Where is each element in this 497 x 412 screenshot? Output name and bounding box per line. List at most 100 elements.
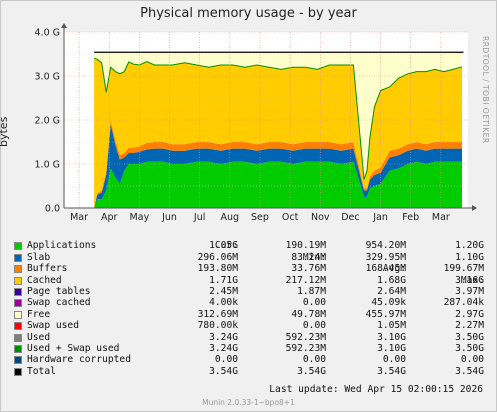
legend-max: 2.97G <box>455 308 484 320</box>
area-slab <box>94 124 462 208</box>
legend-max: 3.50G <box>455 342 484 354</box>
legend-min: 592.23M <box>285 331 326 343</box>
legend-row: Slab 296.06M 83.24M 329.95M 1.10G <box>10 251 484 263</box>
x-tick-label: Jan <box>372 212 388 223</box>
legend-avg: 45.09k <box>371 297 406 309</box>
legend-swatch <box>14 356 22 365</box>
legend-cur: 780.00k <box>197 320 238 332</box>
legend-max: 1.10G <box>455 251 484 263</box>
legend-avg: 2.64M <box>377 285 406 297</box>
legend-cur: 312.69M <box>197 308 238 320</box>
x-tick-label: Dec <box>341 212 359 223</box>
y-tick-label: 4.0 G <box>35 28 61 39</box>
legend-cur: 3.24G <box>209 342 238 354</box>
legend-min: 0.00 <box>302 297 326 309</box>
legend-cur: 4.00k <box>209 297 238 309</box>
legend-cur: 2.45M <box>209 285 238 297</box>
legend-row: Cached 1.71G 217.12M 1.68G 3.16G <box>10 274 484 286</box>
legend-avg: 329.95M <box>365 251 406 263</box>
legend-row: Total 3.54G 3.54G 3.54G 3.54G <box>10 365 484 377</box>
x-tick-label: Mar <box>70 212 88 223</box>
legend-swatch <box>14 253 22 262</box>
legend: Cur: Min: Avg: Max: Applications 1.05G 190… <box>10 229 484 377</box>
legend-cur: 296.06M <box>197 251 238 263</box>
legend-cur: 193.80M <box>197 263 238 275</box>
x-tick-label: Mar <box>432 212 450 223</box>
legend-min: 190.19M <box>285 240 326 252</box>
legend-swatch <box>14 344 22 353</box>
x-tick-label: May <box>130 212 150 223</box>
legend-header-max: Max: <box>460 274 484 286</box>
legend-row: Applications 1.05G 190.19M 954.20M 1.20G <box>10 240 484 252</box>
area-free <box>94 52 462 180</box>
legend-name: Swap used <box>27 320 79 332</box>
legend-name: Used + Swap used <box>27 342 120 354</box>
legend-header-cur: Cur: <box>214 240 238 252</box>
legend-max: 3.97M <box>455 285 484 297</box>
legend-name: Free <box>27 308 51 320</box>
legend-swatch <box>14 367 22 376</box>
legend-avg: 168.45M <box>365 263 406 275</box>
y-axis-arrow <box>61 23 67 28</box>
x-tick-label: Apr <box>101 212 118 223</box>
last-update: Last update: Wed Apr 15 02:00:15 2026 <box>269 384 483 395</box>
legend-name: Cached <box>27 274 62 286</box>
legend-cur: 3.24G <box>209 331 238 343</box>
chart-svg: 0.0 1.0 G 2.0 G 3.0 G 4.0 G Mar Apr May Jun Jul Au… <box>35 23 477 223</box>
legend-min: 217.12M <box>285 274 326 286</box>
legend-swatch <box>14 265 22 274</box>
legend-name: Page tables <box>27 285 91 297</box>
chart-title: Physical memory usage - by year <box>140 6 357 21</box>
legend-avg: 0.00 <box>382 354 406 366</box>
legend-swatch <box>14 242 22 251</box>
legend-swatch <box>14 333 22 342</box>
y-tick-label: 1.0 G <box>35 160 61 171</box>
legend-max: 199.67M <box>443 263 484 275</box>
legend-min: 0.00 <box>302 354 326 366</box>
legend-name: Buffers <box>27 263 68 275</box>
legend-max: 287.04k <box>443 297 484 309</box>
legend-max: 0.00 <box>460 354 484 366</box>
legend-swatch <box>14 299 22 308</box>
legend-cur: 1.05G <box>209 240 238 252</box>
legend-name: Swap cached <box>27 297 91 309</box>
legend-cur: 3.54G <box>209 365 238 377</box>
legend-row: Free 312.69M 49.78M 455.97M 2.97G <box>10 308 484 320</box>
legend-avg: 3.10G <box>377 342 406 354</box>
legend-header: Cur: Min: Avg: Max: <box>10 229 484 285</box>
legend-min: 49.78M <box>291 308 326 320</box>
legend-avg: 455.97M <box>365 308 406 320</box>
legend-header-avg: Avg: <box>382 263 406 275</box>
legend-min: 1.87M <box>297 285 326 297</box>
x-tick-label: Nov <box>311 212 330 223</box>
legend-name: Total <box>27 365 56 377</box>
rrdtool-watermark: RRDTOOL / TOBI OETIKER <box>481 36 490 144</box>
x-tick-label: Jul <box>193 212 205 223</box>
legend-avg: 954.20M <box>365 240 406 252</box>
legend-name: Hardware corrupted <box>27 354 131 366</box>
legend-row: Used 3.24G 592.23M 3.10G 3.50G <box>10 331 484 343</box>
legend-name: Slab <box>27 251 51 263</box>
legend-swatch <box>14 322 22 331</box>
legend-row: Swap cached 4.00k 0.00 45.09k 287.04k <box>10 297 484 309</box>
legend-min: 0.00 <box>302 320 326 332</box>
legend-min: 83.24M <box>291 251 326 263</box>
legend-avg: 1.68G <box>377 274 406 286</box>
legend-max: 3.50G <box>455 331 484 343</box>
y-tick-label: 0.0 <box>45 204 60 215</box>
x-tick-label: Oct <box>282 212 299 223</box>
x-tick-label: Sep <box>251 212 269 223</box>
legend-swatch <box>14 276 22 285</box>
legend-min: 592.23M <box>285 342 326 354</box>
legend-swatch <box>14 310 22 319</box>
munin-version-footer: Munin 2.0.33-1~bpo8+1 <box>202 398 295 407</box>
legend-header-min: Min: <box>302 251 326 263</box>
y-tick-label: 2.0 G <box>35 116 61 127</box>
legend-min: 33.76M <box>291 263 326 275</box>
legend-row: Hardware corrupted 0.00 0.00 0.00 0.00 <box>10 354 484 366</box>
legend-max: 3.54G <box>455 365 484 377</box>
legend-row: Swap used 780.00k 0.00 1.05M 2.27M <box>10 320 484 332</box>
x-tick-label: Feb <box>402 212 419 223</box>
line-used-plus-swap <box>93 57 463 180</box>
legend-row: Page tables 2.45M 1.87M 2.64M 3.97M <box>10 285 484 297</box>
